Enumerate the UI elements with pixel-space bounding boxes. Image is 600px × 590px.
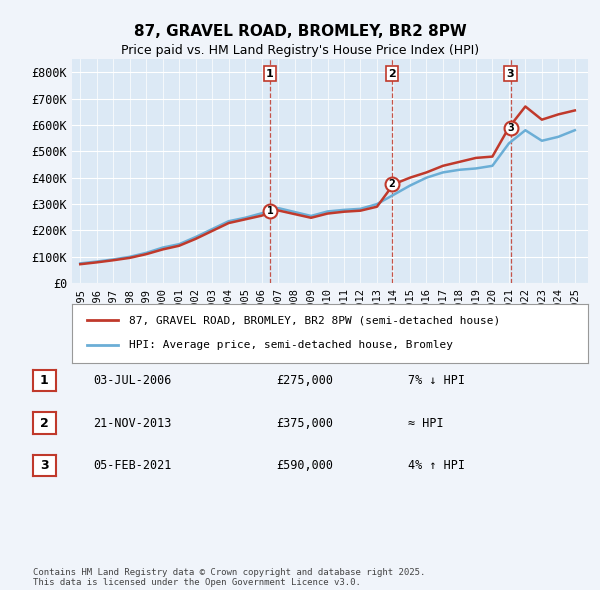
Text: £375,000: £375,000	[276, 417, 333, 430]
Text: 03-JUL-2006: 03-JUL-2006	[93, 374, 172, 387]
Text: 2: 2	[388, 68, 395, 78]
Text: 2: 2	[40, 417, 49, 430]
Text: This data is licensed under the Open Government Licence v3.0.: This data is licensed under the Open Gov…	[33, 578, 361, 587]
Text: 1: 1	[266, 206, 273, 216]
Text: 21-NOV-2013: 21-NOV-2013	[93, 417, 172, 430]
Text: 87, GRAVEL ROAD, BROMLEY, BR2 8PW (semi-detached house): 87, GRAVEL ROAD, BROMLEY, BR2 8PW (semi-…	[129, 316, 500, 325]
Text: 87, GRAVEL ROAD, BROMLEY, BR2 8PW: 87, GRAVEL ROAD, BROMLEY, BR2 8PW	[134, 24, 466, 38]
Text: 05-FEB-2021: 05-FEB-2021	[93, 459, 172, 472]
Text: 3: 3	[507, 123, 514, 133]
Text: 3: 3	[507, 68, 514, 78]
Text: 4% ↑ HPI: 4% ↑ HPI	[408, 459, 465, 472]
Text: 2: 2	[388, 179, 395, 189]
Text: 3: 3	[40, 459, 49, 472]
Text: 1: 1	[266, 68, 274, 78]
Text: Price paid vs. HM Land Registry's House Price Index (HPI): Price paid vs. HM Land Registry's House …	[121, 44, 479, 57]
Text: £590,000: £590,000	[276, 459, 333, 472]
Text: £275,000: £275,000	[276, 374, 333, 387]
Text: 7% ↓ HPI: 7% ↓ HPI	[408, 374, 465, 387]
Text: 1: 1	[40, 374, 49, 387]
Text: HPI: Average price, semi-detached house, Bromley: HPI: Average price, semi-detached house,…	[129, 340, 453, 350]
Text: ≈ HPI: ≈ HPI	[408, 417, 443, 430]
Text: Contains HM Land Registry data © Crown copyright and database right 2025.: Contains HM Land Registry data © Crown c…	[33, 568, 425, 577]
